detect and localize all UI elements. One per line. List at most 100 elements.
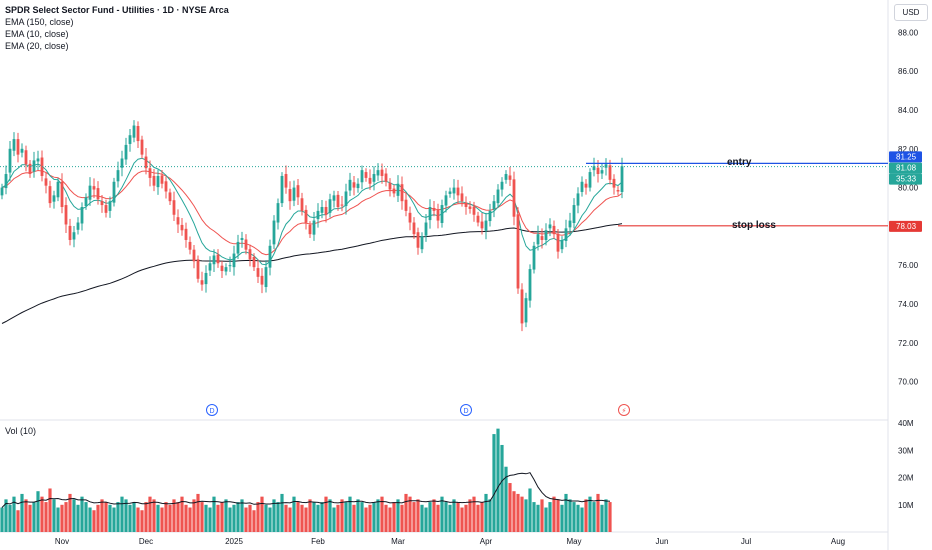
volume-bar: [40, 496, 44, 532]
volume-bar: [560, 504, 564, 532]
candle-body: [428, 207, 432, 221]
volume-bar: [216, 504, 220, 532]
candle-body: [196, 259, 200, 279]
candle-body: [320, 207, 324, 213]
volume-bar: [516, 493, 520, 532]
candle-body: [316, 210, 320, 220]
candle-body: [112, 181, 116, 203]
candle-body: [420, 236, 424, 250]
volume-bar: [172, 499, 176, 532]
candle-body: [308, 224, 312, 235]
time-tick-label: Mar: [391, 537, 405, 546]
entry-price-badge: 81.25: [896, 152, 917, 161]
candle-body: [228, 265, 232, 267]
current-price-badge: 81.08: [896, 164, 917, 173]
legend-ema-10[interactable]: EMA (10, close): [5, 29, 69, 39]
candle-body: [564, 228, 568, 241]
volume-bar: [320, 502, 324, 532]
candle-body: [144, 156, 148, 169]
candle-body: [384, 173, 388, 182]
volume-bar: [336, 504, 340, 532]
candle-body: [568, 220, 572, 228]
volume-bar: [436, 504, 440, 532]
volume-bar: [368, 504, 372, 532]
candle-body: [596, 167, 600, 175]
volume-bar: [344, 502, 348, 532]
event-marker[interactable]: D: [206, 404, 218, 416]
candle-body: [544, 230, 548, 240]
candle-body: [604, 164, 608, 168]
candle-body: [288, 189, 292, 202]
volume-bar: [32, 502, 36, 532]
candle-body: [460, 193, 464, 202]
volume-bar: [168, 504, 172, 532]
volume-bar: [324, 496, 328, 532]
event-marker[interactable]: D: [460, 404, 472, 416]
legend-ema-150[interactable]: EMA (150, close): [5, 17, 74, 27]
volume-bar: [180, 496, 184, 532]
candle-body: [276, 203, 280, 223]
volume-bar: [204, 504, 208, 532]
candle-body: [244, 239, 248, 250]
volume-bar: [508, 483, 512, 532]
candle-body: [80, 207, 84, 224]
legend-ema-20[interactable]: EMA (20, close): [5, 41, 69, 51]
volume-bar: [152, 499, 156, 532]
candle-body: [12, 139, 16, 151]
time-tick-label: Nov: [55, 537, 69, 546]
candle-body: [192, 249, 196, 262]
volume-bar: [592, 502, 596, 532]
volume-bar: [524, 499, 528, 532]
volume-bar: [572, 502, 576, 532]
volume-bar: [252, 510, 256, 532]
volume-bar: [76, 504, 80, 532]
volume-bar: [56, 507, 60, 532]
volume-bar: [208, 507, 212, 532]
volume-bar: [264, 504, 268, 532]
candle-body: [332, 195, 336, 201]
symbol-title[interactable]: SPDR Select Sector Fund - Utilities · 1D…: [5, 5, 229, 15]
candle-body: [416, 232, 420, 248]
candle-body: [28, 163, 32, 175]
candle-body: [440, 205, 444, 224]
candle-body: [552, 225, 556, 235]
volume-bar: [48, 488, 52, 532]
stop-loss-annotation: stop loss: [732, 220, 776, 231]
candle-body: [500, 181, 504, 190]
candle-body: [100, 201, 104, 206]
candle-body: [456, 187, 460, 196]
time-tick-label: Feb: [311, 537, 325, 546]
currency-button[interactable]: USD: [894, 4, 928, 21]
earnings-icon: [618, 404, 630, 416]
candle-body: [512, 179, 516, 217]
volume-bar: [136, 507, 140, 532]
volume-bar: [100, 499, 104, 532]
candle-body: [84, 197, 88, 207]
volume-bar: [448, 504, 452, 532]
volume-bar: [420, 504, 424, 532]
volume-bar: [60, 504, 64, 532]
candle-body: [224, 267, 228, 272]
candle-body: [536, 234, 540, 245]
entry-annotation: entry: [727, 157, 752, 168]
candle-body: [376, 170, 380, 176]
volume-bar: [472, 496, 476, 532]
event-markers[interactable]: D D ⚡: [206, 404, 630, 416]
candle-body: [236, 241, 240, 254]
volume-ma-path: [1, 472, 611, 508]
candle-body: [528, 269, 532, 301]
candle-body: [24, 150, 28, 165]
volume-bar: [520, 496, 524, 532]
candle-body: [368, 177, 372, 184]
candle-body: [232, 253, 236, 268]
volume-bar: [528, 488, 532, 532]
event-marker[interactable]: ⚡: [618, 404, 630, 416]
candle-body: [216, 254, 220, 264]
volume-legend[interactable]: Vol (10): [5, 426, 37, 436]
candle-body: [92, 186, 96, 190]
candle-body: [168, 192, 172, 202]
volume-bar: [236, 502, 240, 532]
ema-10-line: [1, 157, 623, 266]
candle-body: [292, 187, 296, 201]
